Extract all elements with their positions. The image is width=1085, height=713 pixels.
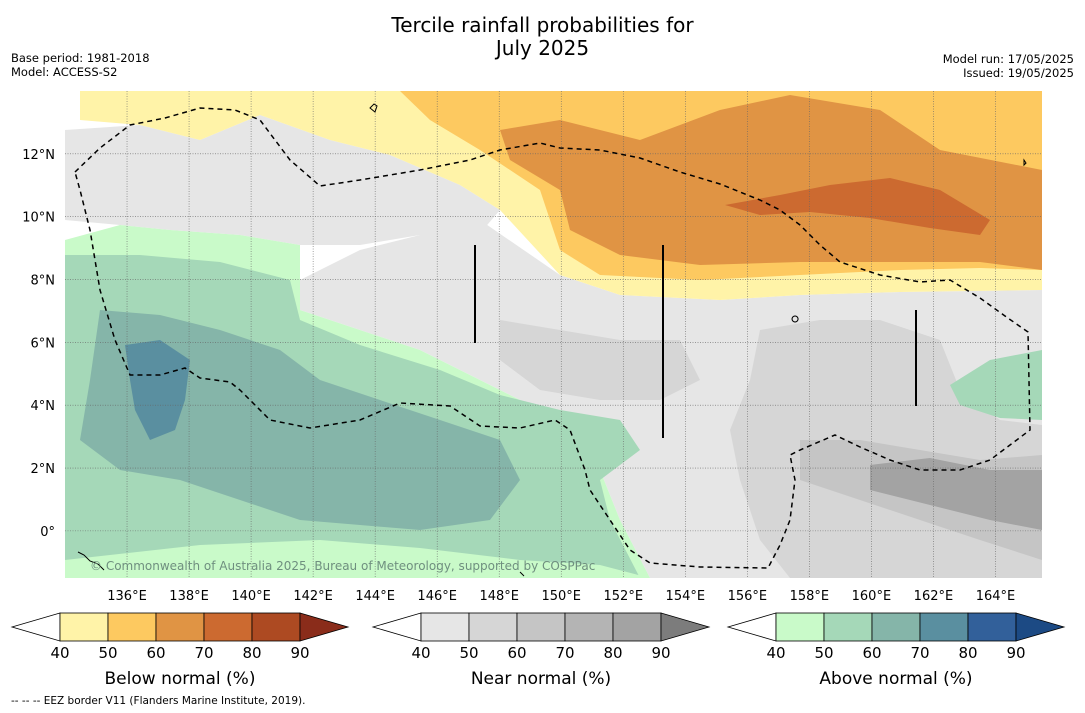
island-5 bbox=[519, 571, 525, 577]
below-normal-region-60 bbox=[500, 95, 1042, 270]
colorbar-tick-label: 60 bbox=[862, 644, 881, 662]
colorbar-segment bbox=[564, 612, 614, 642]
latitude-ticks: 12°N 10°N 8°N 6°N 4°N 2°N 0° bbox=[22, 148, 55, 540]
colorbar-left-triangle bbox=[10, 612, 61, 642]
island-2 bbox=[791, 315, 799, 323]
lat-tick-label: 6°N bbox=[31, 336, 56, 351]
lon-tick-label: 158°E bbox=[790, 589, 830, 604]
colorbar-tick-label: 90 bbox=[1006, 644, 1025, 662]
issued-date: Issued: 19/05/2025 bbox=[963, 66, 1074, 80]
colorbar-segment bbox=[612, 612, 662, 642]
islands bbox=[77, 103, 1027, 577]
island-1 bbox=[369, 103, 378, 113]
copyright-text: © Commonwealth of Australia 2025, Bureau… bbox=[90, 559, 595, 573]
colorbar-tick-label: 50 bbox=[814, 644, 833, 662]
lat-tick-label: 12°N bbox=[22, 148, 55, 163]
lon-tick-label: 154°E bbox=[666, 589, 706, 604]
colorbar-tick-label: 80 bbox=[603, 644, 622, 662]
colorbar-tick-label: 80 bbox=[958, 644, 977, 662]
colorbar-title: Below normal (%) bbox=[105, 669, 256, 689]
colorbar-segment bbox=[823, 612, 873, 642]
colorbar-left-triangle bbox=[726, 612, 777, 642]
near-normal-region-mid bbox=[500, 320, 700, 400]
model-name: Model: ACCESS-S2 bbox=[11, 65, 118, 79]
lat-tick-label: 4°N bbox=[31, 399, 56, 414]
colorbar-tick-label: 70 bbox=[555, 644, 574, 662]
lat-tick-label: 2°N bbox=[31, 462, 56, 477]
colorbar-segment bbox=[420, 612, 470, 642]
colorbar-segment bbox=[516, 612, 566, 642]
colorbar-above-normal: 40 50 60 70 80 90 Above normal (%) bbox=[726, 612, 1066, 689]
eez-footnote: -- -- -- EEZ border V11 (Flanders Marine… bbox=[11, 695, 306, 707]
title-line-2: July 2025 bbox=[495, 36, 590, 60]
colorbar-tick-label: 40 bbox=[411, 644, 430, 662]
near-normal-region-east-3 bbox=[870, 458, 1042, 530]
colorbar-near-normal: 40 50 60 70 80 90 Near normal (%) bbox=[371, 612, 711, 689]
lon-tick-label: 164°E bbox=[976, 589, 1016, 604]
base-period: Base period: 1981-2018 bbox=[11, 51, 150, 65]
above-normal-region-east bbox=[950, 350, 1042, 420]
colorbar-tick-label: 60 bbox=[507, 644, 526, 662]
colorbar-tick-label: 70 bbox=[194, 644, 213, 662]
near-normal-region-north bbox=[65, 115, 500, 245]
colorbar-segment bbox=[468, 612, 518, 642]
colorbar-right-triangle bbox=[1015, 612, 1066, 642]
colorbar-tick-label: 70 bbox=[910, 644, 929, 662]
colorbar-segment bbox=[871, 612, 921, 642]
colorbar-tick-label: 50 bbox=[98, 644, 117, 662]
colorbar-segment bbox=[919, 612, 969, 642]
colorbar-tick-label: 40 bbox=[50, 644, 69, 662]
colorbar-right-triangle bbox=[299, 612, 350, 642]
lon-tick-label: 160°E bbox=[852, 589, 892, 604]
colorbar-tick-label: 40 bbox=[766, 644, 785, 662]
colorbar-segment bbox=[203, 612, 253, 642]
colorbar-segment bbox=[775, 612, 825, 642]
lon-tick-label: 144°E bbox=[355, 589, 395, 604]
colorbar-segment bbox=[251, 612, 301, 642]
lon-tick-label: 142°E bbox=[293, 589, 333, 604]
colorbar-tick-label: 60 bbox=[146, 644, 165, 662]
island-4 bbox=[77, 551, 105, 571]
lon-tick-label: 146°E bbox=[417, 589, 457, 604]
eez-border bbox=[74, 107, 1031, 569]
lon-tick-label: 148°E bbox=[479, 589, 519, 604]
lat-tick-label: 10°N bbox=[22, 211, 55, 226]
above-normal-region-south bbox=[65, 540, 650, 578]
lon-tick-label: 152°E bbox=[604, 589, 644, 604]
lon-tick-label: 136°E bbox=[107, 589, 147, 604]
colorbar-segment bbox=[107, 612, 157, 642]
colorbar-tick-label: 90 bbox=[651, 644, 670, 662]
lat-tick-label: 0° bbox=[40, 525, 55, 540]
lat-tick-label: 8°N bbox=[31, 274, 56, 289]
map-area: © Commonwealth of Australia 2025, Bureau… bbox=[65, 91, 1042, 578]
below-normal-region-70 bbox=[725, 178, 990, 235]
colorbar-segment bbox=[967, 612, 1017, 642]
meta-right: Model run: 17/05/2025 Issued: 19/05/2025 bbox=[943, 52, 1074, 80]
colorbar-title: Near normal (%) bbox=[471, 669, 611, 689]
model-run: Model run: 17/05/2025 bbox=[942, 52, 1074, 66]
colorbar-title: Above normal (%) bbox=[819, 669, 972, 689]
gridlines bbox=[65, 91, 1042, 578]
title-line-1: Tercile rainfall probabilities for bbox=[391, 13, 694, 37]
lon-tick-label: 140°E bbox=[231, 589, 271, 604]
longitude-ticks: 136°E 138°E 140°E 142°E 144°E 146°E 148°E 150°E… bbox=[107, 589, 1015, 604]
colorbar-tick-label: 90 bbox=[290, 644, 309, 662]
lon-tick-label: 138°E bbox=[169, 589, 209, 604]
above-normal-region-70 bbox=[125, 340, 190, 440]
colorbar-left-triangle bbox=[371, 612, 422, 642]
colorbar-segment bbox=[155, 612, 205, 642]
colorbar-below-normal: 40 50 60 70 80 90 Below normal (%) bbox=[10, 612, 350, 689]
colorbar-segment bbox=[59, 612, 109, 642]
map-title: Tercile rainfall probabilities for July … bbox=[0, 14, 1085, 60]
meta-left: Base period: 1981-2018 Model: ACCESS-S2 bbox=[11, 51, 150, 79]
lon-tick-label: 150°E bbox=[541, 589, 581, 604]
colorbar-tick-label: 80 bbox=[242, 644, 261, 662]
lon-tick-label: 156°E bbox=[728, 589, 768, 604]
island-3 bbox=[1023, 158, 1027, 167]
colorbar-right-triangle bbox=[660, 612, 711, 642]
above-normal-region-60 bbox=[80, 310, 520, 530]
colorbar-tick-label: 50 bbox=[459, 644, 478, 662]
lon-tick-label: 162°E bbox=[914, 589, 954, 604]
